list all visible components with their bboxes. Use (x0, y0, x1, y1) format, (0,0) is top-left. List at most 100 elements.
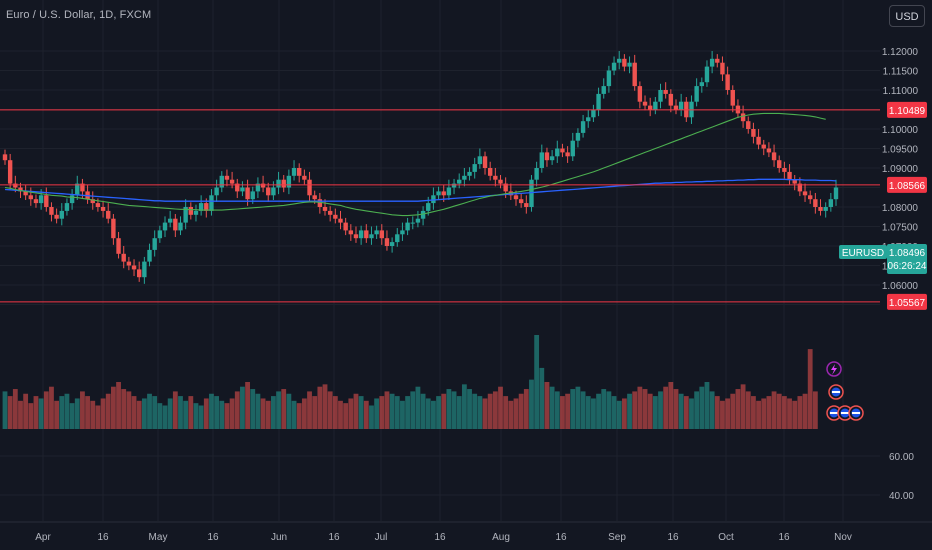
time-axis-label: Apr (35, 532, 51, 543)
candle (167, 210, 173, 228)
candle-body (297, 168, 302, 176)
price-axis-label: 1.11500 (883, 67, 919, 78)
currency-button[interactable]: USD (889, 5, 925, 27)
candle (627, 56, 632, 74)
candle (658, 83, 663, 109)
candle (720, 56, 725, 82)
candle-body (704, 66, 710, 83)
volume-bar (38, 398, 44, 429)
time-axis-label: Jul (375, 532, 388, 543)
candle-body (173, 218, 178, 231)
volume-bar (714, 396, 720, 429)
volume-bar (131, 396, 137, 429)
volume-bar (601, 389, 607, 429)
volume-bar (730, 393, 736, 429)
candle (606, 65, 612, 93)
symbol-tag (839, 245, 887, 259)
candle-body (188, 207, 194, 215)
volume-bar (709, 391, 715, 429)
candle-body (75, 183, 80, 196)
candle (756, 129, 761, 150)
candle (183, 199, 188, 230)
chart-title: Euro / U.S. Dollar, 1D, FXCM (6, 9, 152, 21)
candle (632, 54, 637, 91)
lightning-event-icon (826, 361, 842, 377)
candle (462, 168, 467, 187)
volume-bar (80, 391, 85, 429)
volume-bar (28, 403, 34, 429)
volume-bar (250, 389, 256, 429)
volume-bar (276, 391, 281, 429)
volume-bar (560, 396, 565, 429)
volume-bar (126, 391, 132, 429)
volume-bar (740, 384, 746, 429)
candle-body (317, 199, 323, 207)
volume-bar (668, 382, 674, 429)
candle (694, 78, 699, 107)
volume-bar (725, 398, 731, 429)
candle-body (534, 168, 539, 180)
volume-bar (570, 389, 576, 429)
candle-body (157, 230, 163, 239)
price-axis-label: 1.06000 (882, 281, 919, 292)
us-flag-event-icon (828, 384, 844, 400)
time-axis-label: 16 (778, 532, 790, 543)
candle (333, 208, 338, 224)
volume-bar (312, 396, 318, 429)
candle-body (271, 187, 276, 196)
candle-body (384, 238, 390, 246)
candle-body (13, 183, 18, 188)
candle (436, 186, 441, 200)
volume-bar (270, 396, 276, 429)
candle-body (69, 195, 75, 204)
candle (369, 226, 374, 245)
candle (704, 60, 710, 87)
candle (560, 143, 565, 158)
us-flag-event-icon-stripe (832, 391, 840, 393)
candle-body (575, 132, 581, 141)
candle-body (100, 207, 106, 211)
volume-bar (198, 405, 204, 429)
candle (622, 54, 627, 72)
sma-200-line (4, 178, 837, 202)
candle-body (7, 160, 13, 184)
level-price-label: 1.10489 (889, 106, 926, 117)
volume-bar (781, 396, 787, 429)
us-flag-event-icon (837, 405, 853, 421)
candle (405, 217, 410, 236)
candle-body (38, 195, 44, 204)
volume-bar (776, 393, 782, 429)
candle (353, 226, 359, 243)
candle-body (457, 179, 462, 184)
volume-bar (245, 382, 250, 429)
candle (673, 99, 679, 115)
candle-body (673, 105, 679, 110)
candle (224, 169, 230, 187)
candle (467, 167, 472, 181)
candle-body (167, 218, 173, 223)
candle-body (802, 191, 808, 196)
candles (2, 51, 839, 284)
candle (59, 203, 64, 226)
candle-body (715, 58, 720, 63)
candle-body (348, 230, 354, 235)
candle (162, 216, 168, 238)
candle-body (482, 156, 488, 168)
candle-body (90, 199, 95, 204)
volume-bar (792, 400, 798, 429)
candle (575, 128, 581, 148)
volume-bar (234, 391, 240, 429)
volume-bar (389, 393, 395, 429)
candle-body (364, 230, 369, 239)
candle-body (131, 265, 137, 270)
candle (33, 194, 39, 208)
candle-body (374, 230, 379, 235)
lightning-glyph (831, 364, 837, 375)
candle (364, 224, 369, 243)
candle-body (136, 269, 142, 278)
volume-bar (529, 379, 534, 429)
candle-body (44, 195, 49, 207)
candle-body (451, 183, 457, 188)
volume-bar (188, 396, 194, 429)
